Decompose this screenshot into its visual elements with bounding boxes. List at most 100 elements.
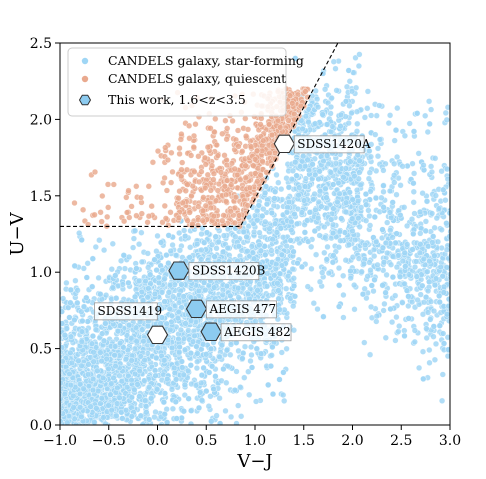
star-forming-point bbox=[180, 371, 187, 378]
star-forming-point bbox=[430, 307, 438, 315]
star-forming-point bbox=[364, 105, 371, 112]
star-forming-point bbox=[452, 307, 458, 313]
star-forming-point bbox=[449, 287, 450, 291]
star-forming-point bbox=[278, 186, 285, 193]
star-forming-point bbox=[296, 184, 303, 191]
star-forming-point bbox=[290, 275, 297, 282]
star-forming-point bbox=[336, 190, 343, 197]
star-forming-point bbox=[53, 329, 59, 335]
star-forming-point bbox=[361, 114, 368, 121]
star-forming-point bbox=[330, 205, 337, 212]
star-forming-point bbox=[53, 318, 59, 324]
star-forming-point bbox=[168, 386, 176, 393]
star-forming-point bbox=[227, 341, 235, 348]
star-forming-point bbox=[102, 420, 109, 425]
star-forming-point bbox=[241, 374, 248, 381]
star-forming-point bbox=[209, 241, 216, 248]
star-forming-point bbox=[302, 113, 309, 120]
star-forming-point bbox=[316, 278, 324, 285]
star-forming-point bbox=[332, 160, 340, 167]
star-forming-point bbox=[368, 303, 375, 310]
star-forming-point bbox=[451, 303, 457, 309]
star-forming-point bbox=[449, 244, 450, 248]
star-forming-point bbox=[258, 350, 265, 357]
star-forming-point bbox=[305, 119, 312, 126]
star-forming-point bbox=[203, 424, 207, 425]
star-forming-point bbox=[273, 171, 280, 178]
star-forming-point bbox=[328, 94, 335, 102]
star-forming-point bbox=[450, 250, 456, 256]
star-forming-point bbox=[161, 275, 168, 282]
star-forming-point bbox=[409, 160, 416, 167]
star-forming-point bbox=[430, 333, 437, 340]
star-forming-point bbox=[151, 256, 158, 263]
star-forming-point bbox=[274, 280, 281, 287]
star-forming-point bbox=[397, 182, 404, 189]
star-forming-point bbox=[403, 287, 411, 294]
star-forming-point bbox=[53, 380, 59, 386]
star-forming-point bbox=[451, 242, 457, 248]
star-forming-point bbox=[373, 112, 380, 119]
star-forming-point bbox=[251, 255, 258, 262]
star-forming-point bbox=[399, 257, 406, 265]
star-forming-point bbox=[310, 196, 317, 203]
star-forming-point bbox=[420, 375, 427, 382]
star-forming-point bbox=[53, 390, 59, 396]
star-forming-point bbox=[450, 281, 456, 287]
star-forming-point bbox=[60, 401, 61, 403]
star-forming-point bbox=[411, 264, 419, 271]
star-forming-point bbox=[53, 360, 59, 366]
star-forming-point bbox=[53, 324, 59, 330]
star-forming-point bbox=[166, 305, 173, 312]
star-forming-point bbox=[380, 307, 387, 314]
star-forming-point bbox=[136, 241, 143, 248]
star-forming-point bbox=[278, 349, 285, 356]
star-forming-point bbox=[285, 199, 293, 206]
star-forming-point bbox=[222, 407, 229, 414]
star-forming-point bbox=[145, 264, 152, 271]
star-forming-point bbox=[90, 358, 97, 365]
star-forming-point bbox=[158, 239, 165, 246]
star-forming-point bbox=[101, 426, 107, 432]
star-forming-point bbox=[152, 408, 159, 416]
star-forming-point bbox=[223, 379, 230, 386]
star-forming-point bbox=[113, 412, 120, 419]
star-forming-point bbox=[193, 365, 200, 372]
star-forming-point bbox=[451, 257, 457, 263]
star-forming-point bbox=[352, 54, 359, 61]
star-forming-point bbox=[174, 315, 181, 322]
star-forming-point bbox=[393, 264, 400, 271]
star-forming-point bbox=[53, 394, 59, 400]
star-forming-point bbox=[365, 175, 372, 182]
star-forming-point bbox=[52, 393, 58, 399]
star-forming-point bbox=[287, 237, 294, 244]
star-forming-point bbox=[63, 279, 70, 286]
star-forming-point bbox=[290, 327, 297, 334]
star-forming-point bbox=[248, 351, 255, 359]
star-forming-point bbox=[434, 238, 441, 245]
star-forming-point bbox=[251, 228, 258, 236]
star-forming-point bbox=[424, 128, 431, 136]
star-forming-point bbox=[262, 183, 270, 190]
star-forming-point bbox=[417, 291, 424, 298]
star-forming-point bbox=[88, 427, 94, 433]
star-forming-point bbox=[309, 161, 316, 168]
star-forming-point bbox=[176, 229, 183, 237]
star-forming-point bbox=[410, 188, 417, 195]
star-forming-point bbox=[241, 343, 249, 350]
star-forming-point bbox=[161, 425, 167, 431]
star-forming-point bbox=[280, 391, 287, 399]
star-forming-point bbox=[131, 430, 137, 436]
star-forming-point bbox=[198, 256, 205, 263]
star-forming-point bbox=[121, 265, 128, 272]
star-forming-point bbox=[411, 327, 418, 334]
star-forming-point bbox=[268, 247, 275, 254]
star-forming-point bbox=[161, 357, 168, 364]
star-forming-point bbox=[76, 230, 83, 237]
star-forming-point bbox=[238, 413, 245, 420]
star-forming-point bbox=[354, 120, 361, 127]
star-forming-point bbox=[233, 420, 240, 425]
star-forming-point bbox=[324, 121, 331, 128]
star-forming-point bbox=[118, 257, 125, 264]
star-forming-point bbox=[426, 346, 433, 354]
